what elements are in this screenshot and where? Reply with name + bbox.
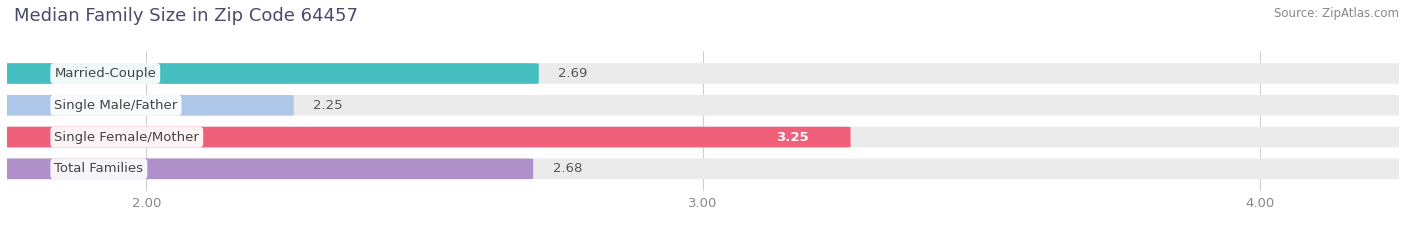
FancyBboxPatch shape	[0, 158, 1406, 179]
FancyBboxPatch shape	[0, 158, 533, 179]
Text: 2.25: 2.25	[314, 99, 343, 112]
Text: Single Female/Mother: Single Female/Mother	[55, 130, 200, 144]
FancyBboxPatch shape	[0, 63, 538, 84]
FancyBboxPatch shape	[0, 127, 851, 147]
FancyBboxPatch shape	[0, 127, 1406, 147]
Text: Single Male/Father: Single Male/Father	[55, 99, 177, 112]
Text: Source: ZipAtlas.com: Source: ZipAtlas.com	[1274, 7, 1399, 20]
FancyBboxPatch shape	[0, 95, 294, 116]
Text: 2.69: 2.69	[558, 67, 588, 80]
Text: Median Family Size in Zip Code 64457: Median Family Size in Zip Code 64457	[14, 7, 359, 25]
Text: 2.68: 2.68	[553, 162, 582, 175]
FancyBboxPatch shape	[0, 95, 1406, 116]
Text: 3.25: 3.25	[776, 130, 808, 144]
FancyBboxPatch shape	[0, 63, 1406, 84]
Text: Total Families: Total Families	[55, 162, 143, 175]
Text: Married-Couple: Married-Couple	[55, 67, 156, 80]
